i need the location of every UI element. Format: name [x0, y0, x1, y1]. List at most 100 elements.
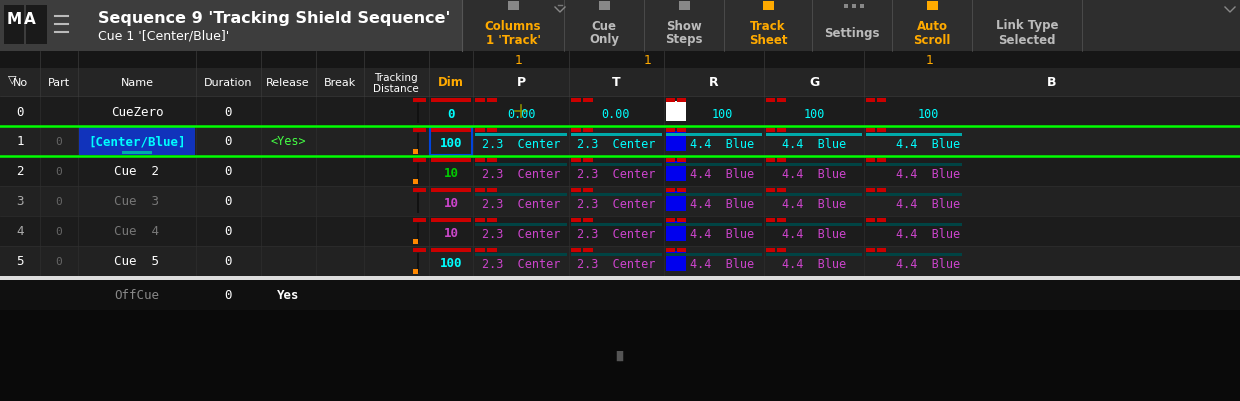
- Bar: [583, 188, 593, 192]
- Bar: [487, 248, 497, 252]
- Bar: [475, 129, 485, 133]
- Bar: [0, 0, 1240, 52]
- Bar: [487, 188, 497, 192]
- Text: Track: Track: [750, 20, 786, 32]
- Text: 4: 4: [16, 225, 24, 238]
- Bar: [928, 2, 937, 11]
- Bar: [570, 188, 582, 192]
- Bar: [432, 129, 471, 133]
- Bar: [413, 269, 418, 274]
- Bar: [1083, 0, 1240, 52]
- Bar: [0, 276, 1240, 280]
- Text: Sequence 9 'Tracking Shield Sequence': Sequence 9 'Tracking Shield Sequence': [98, 10, 450, 25]
- Bar: [413, 99, 427, 103]
- Bar: [866, 253, 962, 256]
- Text: Cue  4: Cue 4: [114, 225, 160, 238]
- Text: Show: Show: [666, 20, 702, 32]
- Text: 100: 100: [440, 257, 463, 270]
- Bar: [877, 219, 887, 223]
- Text: Sheet: Sheet: [749, 33, 787, 47]
- Bar: [666, 221, 686, 241]
- Text: 0: 0: [56, 166, 62, 176]
- Bar: [844, 5, 848, 9]
- Bar: [417, 104, 419, 124]
- Text: Scroll: Scroll: [914, 33, 951, 47]
- Bar: [570, 253, 662, 256]
- Text: Cue  5: Cue 5: [114, 255, 160, 268]
- Text: 4.4  Blue: 4.4 Blue: [897, 138, 960, 151]
- Text: 4.4  Blue: 4.4 Blue: [689, 258, 754, 271]
- Bar: [763, 2, 774, 11]
- Bar: [666, 99, 675, 103]
- Text: 5: 5: [16, 255, 24, 268]
- Bar: [0, 280, 1240, 310]
- Bar: [583, 159, 593, 162]
- Bar: [0, 127, 1240, 157]
- Text: 4.4  Blue: 4.4 Blue: [782, 138, 846, 151]
- Bar: [432, 219, 471, 223]
- Bar: [677, 129, 686, 133]
- Bar: [583, 129, 593, 133]
- Bar: [570, 159, 582, 162]
- Bar: [0, 186, 1240, 217]
- Bar: [766, 188, 775, 192]
- Bar: [413, 180, 418, 184]
- Text: Link Type: Link Type: [996, 20, 1058, 32]
- Text: 100: 100: [804, 108, 825, 121]
- Bar: [417, 223, 419, 243]
- Bar: [122, 152, 153, 155]
- Bar: [666, 248, 675, 252]
- Text: 10: 10: [444, 227, 459, 240]
- Bar: [413, 150, 418, 155]
- Text: Steps: Steps: [665, 33, 703, 47]
- Bar: [564, 0, 644, 52]
- Bar: [24, 4, 26, 47]
- Bar: [677, 188, 686, 192]
- Bar: [666, 223, 763, 227]
- Bar: [432, 188, 471, 192]
- Bar: [777, 219, 786, 223]
- Text: 1: 1: [644, 53, 652, 66]
- Bar: [677, 219, 686, 223]
- Text: 4.4  Blue: 4.4 Blue: [897, 168, 960, 181]
- Text: Name: Name: [120, 78, 154, 88]
- Text: 2.3  Center: 2.3 Center: [577, 258, 655, 271]
- Text: Release: Release: [267, 78, 310, 88]
- Bar: [666, 251, 686, 271]
- Bar: [0, 69, 1240, 97]
- Text: Duration: Duration: [203, 78, 252, 88]
- Bar: [866, 194, 962, 196]
- Text: 0: 0: [224, 255, 232, 268]
- Bar: [570, 134, 662, 137]
- Bar: [475, 164, 567, 166]
- Text: ▽: ▽: [7, 74, 16, 84]
- Text: 0: 0: [56, 256, 62, 266]
- Text: 3: 3: [16, 195, 24, 208]
- Bar: [417, 194, 419, 213]
- Bar: [413, 159, 427, 162]
- Bar: [0, 217, 1240, 246]
- Bar: [430, 128, 472, 156]
- Text: 10: 10: [444, 167, 459, 180]
- Text: 2.3  Center: 2.3 Center: [482, 228, 560, 241]
- Bar: [866, 164, 962, 166]
- Bar: [972, 0, 1083, 52]
- Text: 0: 0: [224, 195, 232, 208]
- Bar: [570, 223, 662, 227]
- Bar: [475, 134, 567, 137]
- Bar: [475, 159, 485, 162]
- Bar: [766, 194, 862, 196]
- Bar: [666, 164, 763, 166]
- Bar: [0, 246, 1240, 276]
- Bar: [877, 188, 887, 192]
- Text: 2.3  Center: 2.3 Center: [577, 168, 655, 181]
- Bar: [570, 99, 582, 103]
- Bar: [766, 223, 862, 227]
- Text: 10: 10: [444, 197, 459, 210]
- Bar: [877, 99, 887, 103]
- Text: 4.4  Blue: 4.4 Blue: [897, 258, 960, 271]
- Bar: [570, 194, 662, 196]
- Bar: [666, 192, 686, 211]
- Text: 2.3  Center: 2.3 Center: [577, 198, 655, 211]
- Bar: [866, 219, 875, 223]
